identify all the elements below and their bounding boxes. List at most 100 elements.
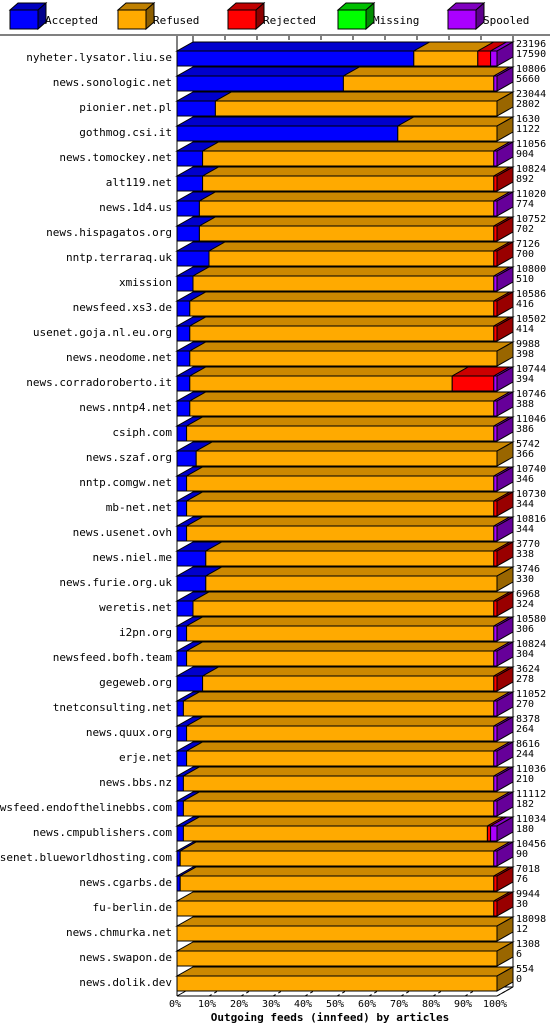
host-label: news.quux.org bbox=[86, 726, 172, 739]
bar-top-refused bbox=[194, 441, 515, 452]
host-label: news.corradoroberto.it bbox=[26, 376, 172, 389]
bar-segment-spooled bbox=[490, 825, 498, 842]
data-label-total: 7018 bbox=[516, 864, 540, 875]
data-label-total: 10824 bbox=[516, 639, 546, 650]
bar-side-spooled bbox=[496, 416, 514, 442]
legend-label-spooled: Spooled bbox=[483, 14, 529, 27]
x-tick-label: 90% bbox=[454, 999, 472, 1010]
bar-segment-refused bbox=[182, 825, 488, 842]
host-label: news.neodome.net bbox=[66, 351, 172, 364]
bar-top-refused bbox=[181, 766, 512, 777]
bar-side-spooled bbox=[496, 841, 514, 867]
bar-segment-refused bbox=[397, 125, 498, 142]
data-label-second: 17590 bbox=[516, 49, 546, 60]
bar-segment-refused bbox=[202, 675, 495, 692]
bar-segment-accepted bbox=[176, 575, 207, 592]
bar-side-refused bbox=[496, 566, 514, 592]
bar-side-spooled bbox=[496, 41, 514, 67]
bar-top-refused bbox=[178, 841, 512, 852]
data-label-total: 10752 bbox=[516, 214, 546, 225]
host-label: newsfeed.bofh.team bbox=[53, 651, 173, 664]
bar-side-spooled bbox=[496, 141, 514, 167]
bar-side-rejected bbox=[496, 316, 514, 342]
host-label: xmission bbox=[119, 276, 172, 289]
bar-segment-spooled bbox=[490, 50, 498, 67]
data-label-second: 414 bbox=[516, 324, 534, 335]
bar-segment-refused bbox=[205, 550, 495, 567]
data-label-total: 9944 bbox=[516, 889, 540, 900]
data-label-second: 324 bbox=[516, 599, 534, 610]
bar-segment-refused bbox=[186, 500, 495, 517]
bar-segment-accepted bbox=[176, 825, 184, 842]
data-label-second: 386 bbox=[516, 424, 534, 435]
bar-segment-rejected bbox=[477, 50, 492, 67]
data-label-total: 11020 bbox=[516, 189, 546, 200]
bar-side-spooled bbox=[496, 716, 514, 742]
host-label: mb-net.net bbox=[106, 501, 172, 514]
bar-side-spooled bbox=[496, 466, 514, 492]
data-label-second: 6 bbox=[516, 949, 522, 960]
data-label-second: 182 bbox=[516, 799, 534, 810]
x-tick-label: 80% bbox=[422, 999, 440, 1010]
data-label-total: 8616 bbox=[516, 739, 540, 750]
data-label-total: 554 bbox=[516, 964, 534, 975]
legend-swatch-missing bbox=[337, 9, 367, 30]
x-axis-title: Outgoing feeds (innfeed) by articles bbox=[211, 1011, 449, 1024]
legend-label-refused: Refused bbox=[153, 14, 199, 27]
bar-segment-refused bbox=[189, 325, 495, 342]
bar-segment-accepted bbox=[176, 125, 399, 142]
data-label-second: 398 bbox=[516, 349, 534, 360]
bar-top-refused bbox=[191, 266, 512, 277]
host-label: nyheter.lysator.liu.se bbox=[26, 51, 172, 64]
data-label-total: 10806 bbox=[516, 64, 546, 75]
data-label-total: 11056 bbox=[516, 139, 546, 150]
bar-top-refused bbox=[203, 541, 512, 552]
data-label-total: 11052 bbox=[516, 689, 546, 700]
bar-side-spooled bbox=[496, 391, 514, 417]
data-label-total: 10746 bbox=[516, 389, 546, 400]
host-label: news.tomockey.net bbox=[59, 151, 172, 164]
data-label-total: 3624 bbox=[516, 664, 540, 675]
legend-label-rejected: Rejected bbox=[263, 14, 316, 27]
bar-top-accepted bbox=[175, 41, 432, 52]
bar-side-spooled bbox=[496, 791, 514, 817]
legend-swatch-rejected bbox=[227, 9, 257, 30]
bar-top-refused bbox=[175, 916, 515, 927]
bar-top-refused bbox=[200, 166, 512, 177]
bar-side-refused bbox=[496, 966, 514, 992]
host-label: news.szaf.org bbox=[86, 451, 172, 464]
bar-segment-accepted bbox=[176, 525, 188, 542]
bar-top-refused bbox=[395, 116, 515, 127]
data-label-second: 304 bbox=[516, 649, 534, 660]
bar-top-accepted bbox=[175, 116, 416, 127]
x-tick-label: 20% bbox=[230, 999, 248, 1010]
host-label: news.usenet.ovh bbox=[73, 526, 172, 539]
data-label-total: 11112 bbox=[516, 789, 546, 800]
bar-segment-accepted bbox=[176, 500, 188, 517]
bar-segment-refused bbox=[192, 600, 495, 617]
host-label: news.1d4.us bbox=[99, 201, 172, 214]
bar-segment-refused bbox=[205, 575, 498, 592]
host-label: fu-berlin.de bbox=[93, 901, 172, 914]
data-label-total: 10586 bbox=[516, 289, 546, 300]
bar-side-refused bbox=[496, 116, 514, 142]
data-label-total: 10580 bbox=[516, 614, 546, 625]
bar-segment-refused bbox=[186, 750, 495, 767]
host-label: gothmog.csi.it bbox=[79, 126, 172, 139]
bar-segment-refused bbox=[189, 400, 495, 417]
host-label: news.cgarbs.de bbox=[79, 876, 172, 889]
bar-top-refused bbox=[175, 941, 515, 952]
